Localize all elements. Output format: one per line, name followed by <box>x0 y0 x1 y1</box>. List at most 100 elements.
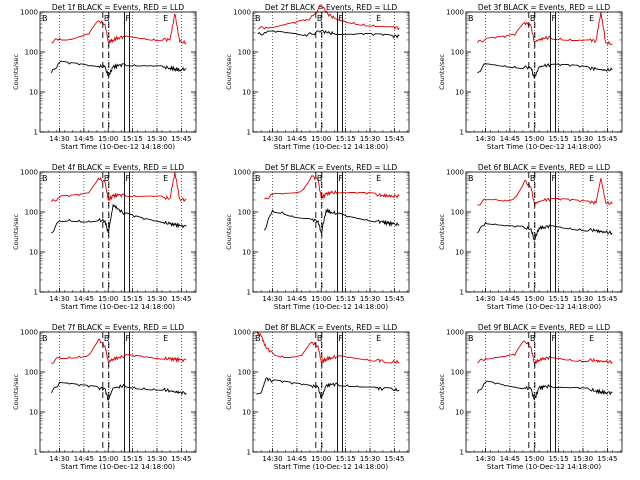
y-tick-label: 10 <box>455 249 464 257</box>
x-tick-label: 15:45 <box>384 455 404 463</box>
x-tick-label: 15:30 <box>147 135 167 143</box>
x-tick-label: 15:00 <box>98 295 118 303</box>
marker-label: F <box>339 14 344 23</box>
x-axis-label: Start Time (10-Dec-12 14:18:00) <box>274 303 388 311</box>
y-axis-label: Counts/sec <box>438 54 446 90</box>
x-tick-label: 15:45 <box>171 455 191 463</box>
x-tick-label: 14:45 <box>287 135 307 143</box>
marker-label: B <box>104 14 110 23</box>
marker-label: B <box>317 14 323 23</box>
x-axis-label: Start Time (10-Dec-12 14:18:00) <box>61 303 175 311</box>
plot-frame <box>252 331 410 453</box>
marker-label: B <box>468 334 474 343</box>
marker-label: B <box>530 14 536 23</box>
y-tick-label: 100 <box>451 369 464 377</box>
y-tick-label: 1000 <box>233 329 251 337</box>
y-tick-label: 1 <box>34 129 38 137</box>
x-axis-label: Start Time (10-Dec-12 14:18:00) <box>487 463 601 471</box>
marker-label: B <box>42 174 48 183</box>
y-tick-label: 100 <box>25 369 38 377</box>
x-tick-label: 14:30 <box>262 135 282 143</box>
y-tick-label: 1000 <box>446 329 464 337</box>
x-tick-label: 15:30 <box>573 455 593 463</box>
x-tick-label: 14:45 <box>74 135 94 143</box>
marker-label: E <box>589 174 594 183</box>
y-tick-label: 1000 <box>446 169 464 177</box>
x-tick-label: 15:30 <box>573 295 593 303</box>
plot-frame <box>465 11 623 133</box>
x-tick-label: 14:45 <box>500 135 520 143</box>
detector-panel: Det 7f BLACK = Events, RED = LLD B B F E 1 10 1… <box>12 323 197 471</box>
y-tick-label: 1 <box>460 289 464 297</box>
plot-frame <box>465 331 623 453</box>
marker-label: B <box>468 174 474 183</box>
detector-panel: Det 2f BLACK = Events, RED = LLD B B F E 1 10 1… <box>225 3 410 151</box>
x-tick-label: 14:45 <box>287 295 307 303</box>
plot-frame <box>465 171 623 293</box>
lld-series-line <box>477 178 613 206</box>
x-tick-label: 15:00 <box>524 455 544 463</box>
x-tick-label: 15:15 <box>336 135 356 143</box>
x-tick-label: 14:45 <box>287 455 307 463</box>
x-axis-label: Start Time (10-Dec-12 14:18:00) <box>61 463 175 471</box>
lld-series-line <box>51 171 187 203</box>
lld-series-line <box>51 13 187 45</box>
marker-label: F <box>126 14 131 23</box>
x-tick-label: 15:15 <box>549 455 569 463</box>
x-tick-label: 15:15 <box>123 295 143 303</box>
x-tick-label: 15:15 <box>123 135 143 143</box>
x-tick-label: 15:00 <box>311 135 331 143</box>
y-tick-label: 100 <box>451 49 464 57</box>
detector-panel: Det 3f BLACK = Events, RED = LLD B B F E 1 10 1… <box>438 3 623 151</box>
y-tick-label: 1000 <box>233 169 251 177</box>
x-tick-label: 15:15 <box>549 295 569 303</box>
panel-title: Det 8f BLACK = Events, RED = LLD <box>265 323 398 332</box>
x-tick-label: 15:45 <box>384 135 404 143</box>
y-tick-label: 1 <box>460 129 464 137</box>
x-tick-label: 15:15 <box>549 135 569 143</box>
marker-label: F <box>552 14 557 23</box>
marker-label: B <box>255 14 261 23</box>
marker-label: E <box>376 174 381 183</box>
events-series-line <box>256 377 400 400</box>
y-tick-label: 1000 <box>446 9 464 17</box>
x-tick-label: 15:00 <box>311 295 331 303</box>
y-tick-label: 1000 <box>233 9 251 17</box>
panel-title: Det 4f BLACK = Events, RED = LLD <box>52 163 185 172</box>
y-tick-label: 10 <box>455 89 464 97</box>
marker-label: F <box>126 334 131 343</box>
y-tick-label: 10 <box>242 89 251 97</box>
marker-label: E <box>589 14 594 23</box>
x-tick-label: 14:45 <box>74 295 94 303</box>
events-series-line <box>51 203 187 234</box>
events-series-line <box>477 221 613 241</box>
plot-frame <box>39 171 197 293</box>
y-axis-label: Counts/sec <box>225 214 233 250</box>
lld-series-line <box>257 4 400 31</box>
y-tick-label: 100 <box>25 49 38 57</box>
marker-label: F <box>552 174 557 183</box>
x-tick-label: 15:00 <box>98 135 118 143</box>
events-series-line <box>476 380 613 401</box>
x-tick-label: 15:30 <box>360 455 380 463</box>
y-tick-label: 10 <box>29 409 38 417</box>
panel-title: Det 5f BLACK = Events, RED = LLD <box>265 163 398 172</box>
x-tick-label: 15:15 <box>123 455 143 463</box>
y-tick-label: 100 <box>238 49 251 57</box>
panel-title: Det 7f BLACK = Events, RED = LLD <box>52 323 185 332</box>
x-axis-label: Start Time (10-Dec-12 14:18:00) <box>61 143 175 151</box>
y-axis-label: Counts/sec <box>12 54 20 90</box>
x-tick-label: 14:30 <box>475 295 495 303</box>
x-tick-label: 15:15 <box>336 455 356 463</box>
plot-frame <box>252 171 410 293</box>
marker-label: B <box>317 334 323 343</box>
x-tick-label: 14:30 <box>262 455 282 463</box>
marker-label: B <box>104 174 110 183</box>
marker-label: B <box>468 14 474 23</box>
lld-series-line <box>477 11 613 46</box>
lld-series-line <box>477 340 613 365</box>
plot-frame <box>39 331 197 453</box>
panel-title: Det 6f BLACK = Events, RED = LLD <box>478 163 611 172</box>
y-tick-label: 10 <box>242 249 251 257</box>
